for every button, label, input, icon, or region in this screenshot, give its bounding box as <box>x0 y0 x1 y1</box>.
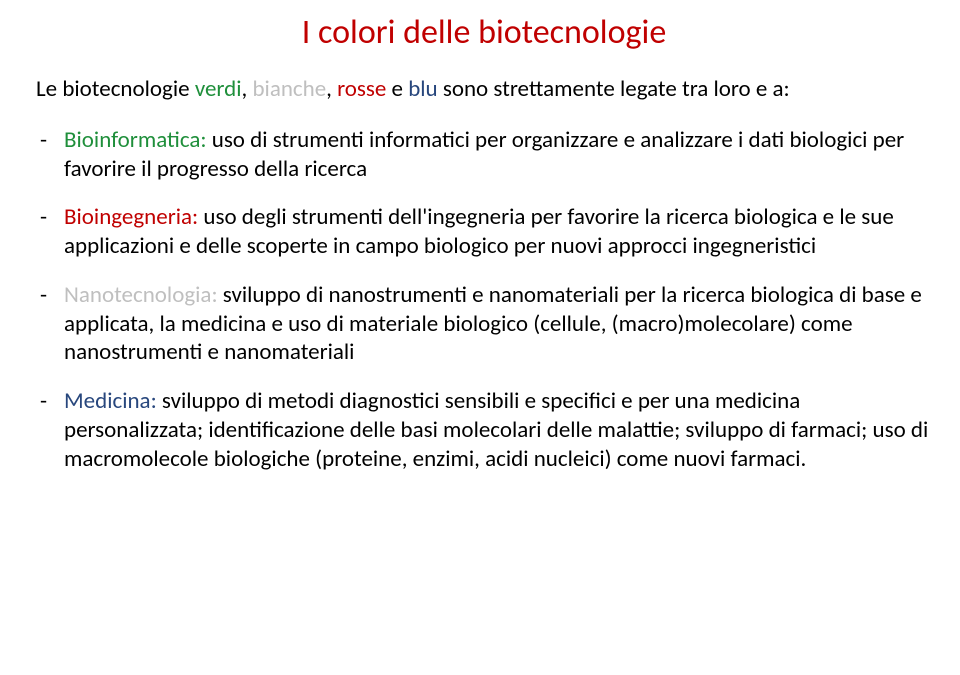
bullet-list: Bioinformatica: uso di strumenti informa… <box>36 126 932 474</box>
intro-rosse: rosse <box>337 75 386 103</box>
slide: I colori delle biotecnologie Le biotecno… <box>0 0 960 675</box>
intro-paragraph: Le biotecnologie verdi, bianche, rosse e… <box>36 75 932 104</box>
intro-blu: blu <box>408 75 437 103</box>
intro-verdi: verdi <box>195 75 242 103</box>
item-label-medicina: Medicina: <box>64 387 157 415</box>
list-item: Bioinformatica: uso di strumenti informa… <box>36 126 932 184</box>
list-item: Bioingegneria: uso degli strumenti dell'… <box>36 203 932 261</box>
intro-sep1: , <box>242 75 253 103</box>
intro-sep2: , <box>326 75 337 103</box>
list-item: Nanotecnologia: sviluppo di nanostrument… <box>36 281 932 367</box>
item-label-bioinformatica: Bioinformatica: <box>64 126 207 154</box>
intro-sep3: e <box>386 75 408 103</box>
slide-title: I colori delle biotecnologie <box>36 12 932 53</box>
item-label-bioingegneria: Bioingegneria: <box>64 203 198 231</box>
list-item: Medicina: sviluppo di metodi diagnostici… <box>36 387 932 473</box>
intro-pre: Le biotecnologie <box>36 75 195 103</box>
intro-bianche: bianche <box>252 75 326 103</box>
item-text: sviluppo di metodi diagnostici sensibili… <box>64 387 928 473</box>
intro-post: sono strettamente legate tra loro e a: <box>438 75 790 103</box>
item-label-nanotecnologia: Nanotecnologia: <box>64 281 218 309</box>
